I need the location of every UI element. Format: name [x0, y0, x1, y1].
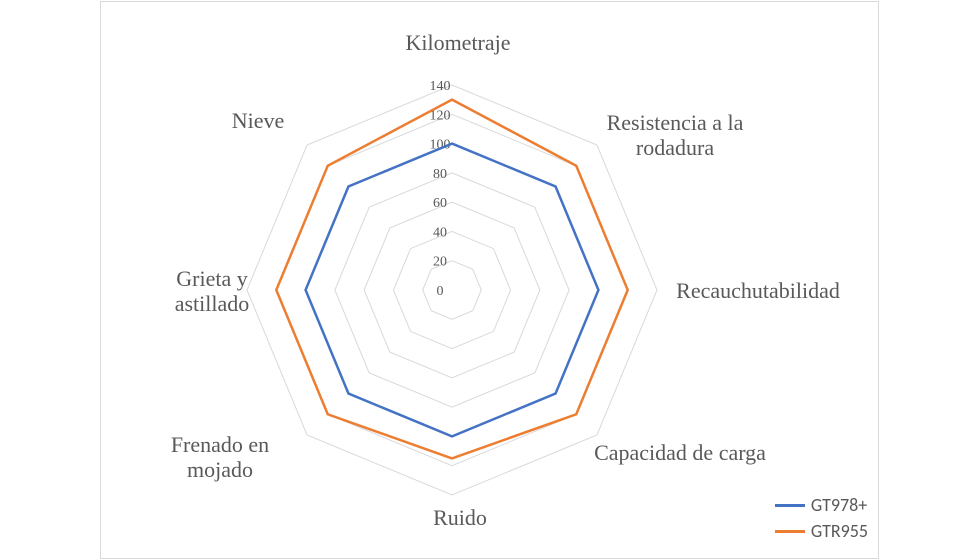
axis-label: Kilometraje [388, 30, 528, 55]
svg-text:40: 40 [433, 225, 447, 240]
svg-text:80: 80 [433, 167, 447, 182]
legend-label-1: GTR955 [811, 520, 868, 542]
legend-item-1: GTR955 [775, 520, 868, 542]
svg-text:60: 60 [433, 196, 447, 211]
legend-swatch-0 [775, 504, 805, 507]
svg-text:20: 20 [433, 255, 447, 270]
svg-text:0: 0 [437, 284, 444, 299]
axis-label: Recauchutabilidad [658, 278, 858, 303]
axis-label: Frenado en mojado [150, 432, 290, 483]
svg-text:140: 140 [430, 79, 451, 94]
axis-label: Capacidad de carga [580, 440, 780, 465]
legend: GT978+ GTR955 [775, 490, 868, 542]
legend-label-0: GT978+ [811, 494, 867, 516]
axis-label: Nieve [218, 108, 298, 133]
axis-label: Resistencia a la rodadura [600, 110, 750, 161]
axis-label: Grieta y astillado [152, 266, 272, 317]
legend-item-0: GT978+ [775, 494, 868, 516]
axis-label: Ruido [420, 505, 500, 530]
legend-swatch-1 [775, 530, 805, 533]
